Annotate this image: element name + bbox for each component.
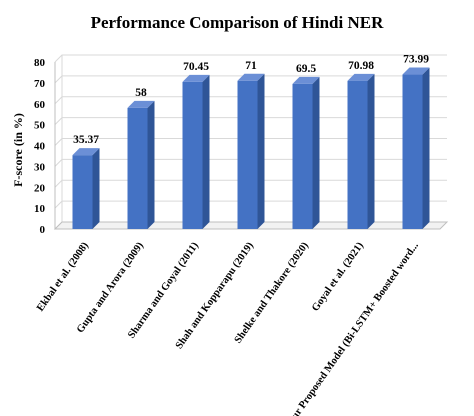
bar-side [92,148,100,229]
bar-top [72,148,100,156]
bar-side [147,100,155,229]
y-tick-label: 20 [34,182,46,194]
bar-side [312,76,320,229]
bar-front [347,80,368,229]
data-label: 58 [135,87,147,99]
y-tick-label: 40 [34,141,46,153]
data-label: 69.5 [296,63,316,75]
bar-top [237,73,265,81]
data-label: 71 [245,60,257,72]
bar [72,148,100,229]
bar-top [347,73,375,81]
bars [72,67,430,230]
y-tick-label: 30 [34,161,46,173]
category-label: Ekbal et al. (2008) [35,240,91,314]
data-label: 70.98 [348,60,374,72]
data-label: 35.37 [73,134,99,146]
bar-top [292,76,320,84]
bar [182,74,210,229]
y-tick-label: 50 [34,120,46,132]
category-labels: Ekbal et al. (2008)Gupta and Arora (2009… [35,240,421,416]
bar [237,73,265,229]
bar-front [182,81,203,229]
y-tick-label: 80 [34,57,46,69]
bar-front [72,155,93,229]
bar-front [402,74,423,230]
data-labels: 35.37 58 70.45 71 69.5 70.98 73.99 [73,54,429,147]
bar [347,73,375,229]
bar-front [127,107,148,229]
y-tick-label: 0 [40,224,46,236]
data-label: 70.45 [183,61,209,73]
chart-title: Performance Comparison of Hindi NER [91,13,384,32]
bar-side [367,73,375,229]
y-tick-label: 10 [34,203,46,215]
bar-top [127,100,155,108]
bar-top [182,74,210,82]
bar-side [422,67,430,230]
bar-top [402,67,430,75]
bar [402,67,430,230]
data-label: 73.99 [403,54,429,66]
y-axis-label: F-score (in %) [11,113,25,187]
bar-side [257,73,265,229]
y-tick-label: 60 [34,99,46,111]
bar [292,76,320,229]
y-tick-label: 70 [34,78,46,90]
bar [127,100,155,229]
category-label: Goyal et al. (2021) [310,240,366,314]
y-tick-labels: 0 10 20 30 40 50 60 70 80 [34,57,46,236]
bar-side [202,74,210,229]
bar-front [292,83,313,229]
category-label: Our Proposed Model (Bi-LSTM+ Boosted wor… [285,240,421,416]
bar-front [237,80,258,229]
